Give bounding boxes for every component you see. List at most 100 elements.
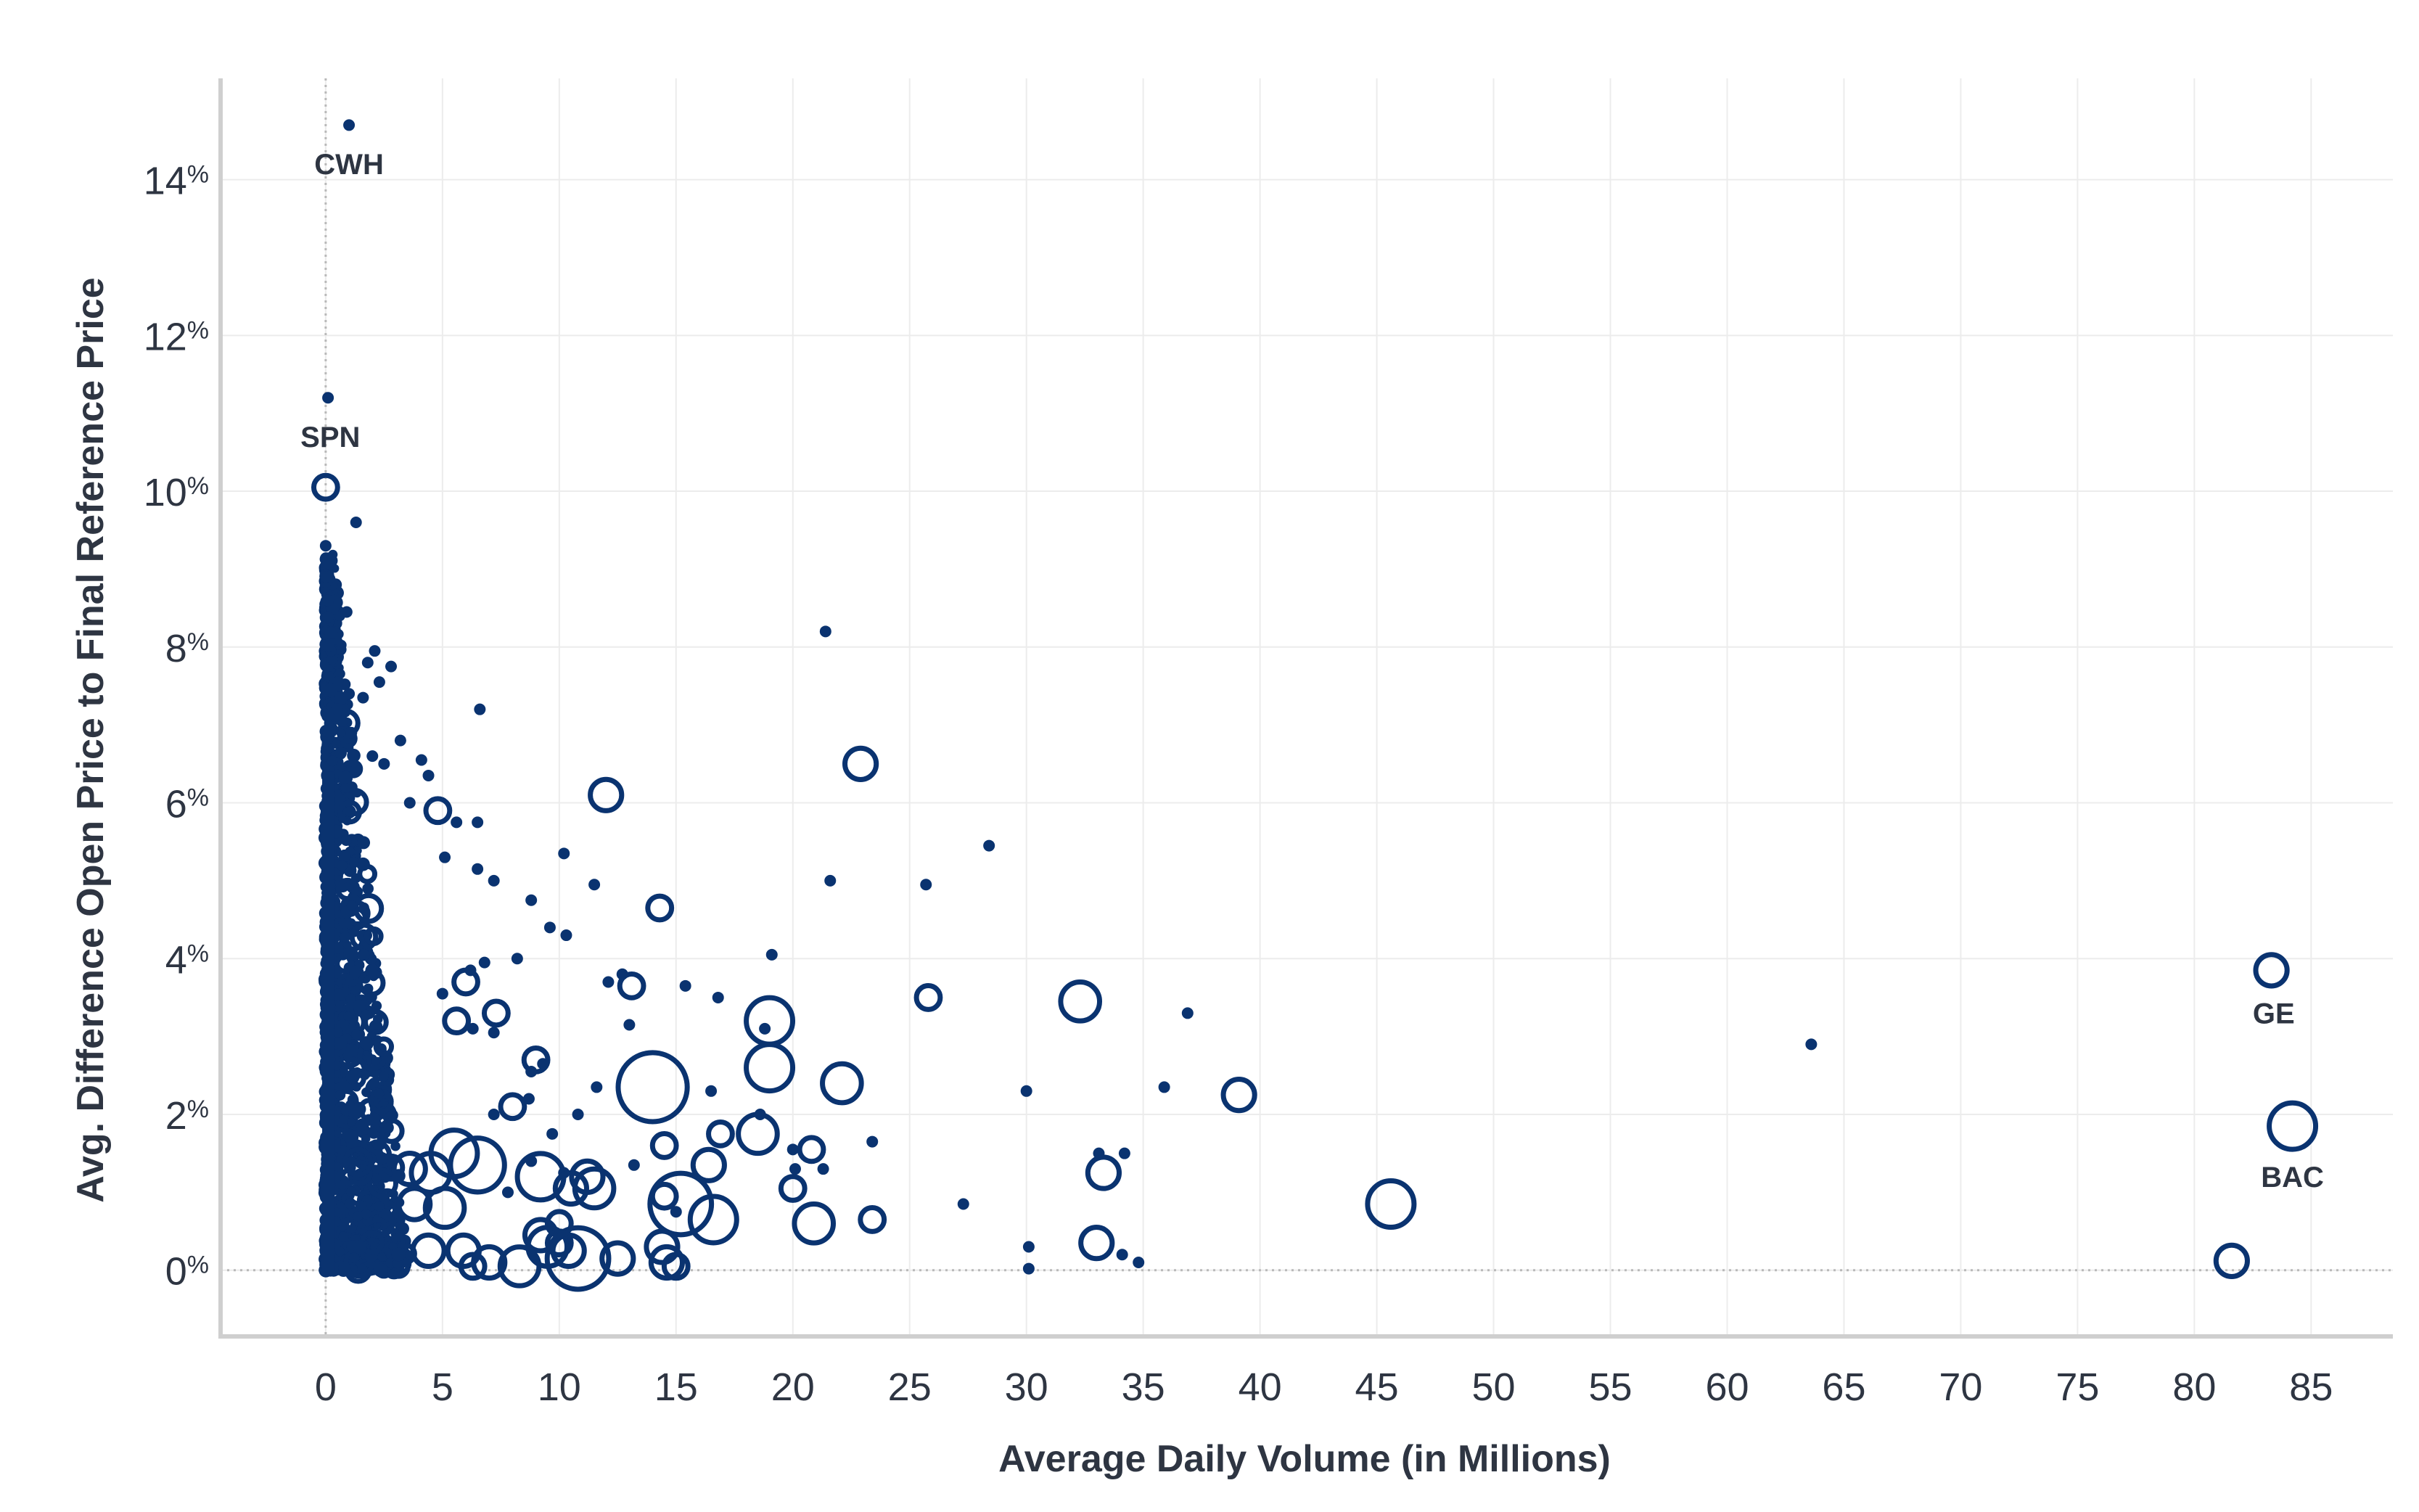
data-point (644, 1228, 681, 1265)
data-point (797, 1135, 826, 1164)
data-point (332, 1061, 342, 1071)
data-point (403, 797, 416, 809)
data-point (488, 1109, 500, 1120)
data-point (423, 796, 453, 826)
data-point (706, 1119, 735, 1149)
annotation-label: CWH (314, 149, 384, 181)
annotation-label: SPN (300, 422, 360, 453)
y-tick-label: 6% (165, 783, 209, 826)
data-point (394, 734, 406, 747)
data-point (615, 1050, 690, 1125)
data-point (472, 863, 484, 875)
data-point (415, 754, 427, 766)
data-point (334, 1090, 346, 1101)
x-tick-label: 0 (315, 1365, 337, 1409)
data-point (478, 956, 490, 969)
x-tick-label: 25 (888, 1365, 932, 1409)
data-point (396, 1186, 433, 1223)
data-point (1133, 1257, 1145, 1268)
data-point (350, 517, 362, 528)
data-point (374, 1201, 385, 1212)
data-point (357, 836, 371, 850)
data-point (369, 645, 381, 657)
data-point (311, 472, 340, 502)
data-point (537, 1058, 549, 1070)
data-point (544, 1209, 574, 1238)
x-tick-label: 55 (1588, 1365, 1632, 1409)
data-point (319, 571, 332, 583)
zero-reference-lines (221, 78, 2393, 1336)
data-point (866, 1135, 879, 1148)
data-point (337, 800, 362, 825)
data-point (778, 1174, 808, 1203)
data-point (472, 816, 484, 829)
data-point (957, 1198, 969, 1210)
data-point (661, 1252, 691, 1281)
data-point (348, 1106, 363, 1120)
y-tick-label: 10% (144, 471, 209, 514)
data-point (501, 1186, 514, 1199)
data-point (543, 921, 556, 934)
grid-lines (221, 78, 2393, 1336)
x-axis-title: Average Daily Volume (in Millions) (998, 1438, 1611, 1480)
data-point (340, 834, 352, 847)
data-point (2213, 1242, 2250, 1279)
data-point (340, 606, 353, 618)
data-point (357, 691, 369, 704)
data-point (602, 976, 615, 988)
x-tick-label: 65 (1822, 1365, 1865, 1409)
data-point (1116, 1249, 1128, 1261)
data-point (319, 540, 332, 552)
dense-column (322, 771, 334, 1270)
data-point (361, 1009, 372, 1021)
data-point (332, 739, 341, 749)
data-point (591, 1081, 603, 1093)
data-point (1118, 1147, 1130, 1159)
data-point (377, 1153, 406, 1182)
data-point (355, 1200, 367, 1212)
data-point (322, 594, 334, 607)
data-point (817, 1163, 829, 1175)
data-point (361, 657, 374, 669)
data-point (488, 1027, 500, 1039)
data-point (334, 668, 345, 679)
data-point (332, 1069, 341, 1078)
data-point (322, 392, 334, 404)
x-tick-label: 5 (432, 1365, 453, 1409)
data-point (451, 967, 480, 997)
data-point (824, 874, 837, 887)
data-point (474, 703, 486, 715)
data-point (326, 755, 338, 767)
data-point (322, 728, 332, 738)
data-point (552, 1170, 590, 1207)
data-point (1158, 1081, 1170, 1093)
data-point (690, 1146, 727, 1183)
x-tick-label: 70 (1939, 1365, 1982, 1409)
data-point (679, 979, 691, 992)
data-point (670, 1206, 682, 1218)
data-point (439, 851, 451, 863)
data-point (345, 993, 356, 1004)
data-point (321, 555, 333, 567)
data-point (623, 1019, 636, 1031)
annotations: CWH SPN GE BAC (300, 149, 2324, 1193)
data-point (525, 1155, 538, 1167)
data-point (331, 703, 343, 715)
data-point (648, 1244, 685, 1281)
data-point (353, 846, 362, 855)
data-point (525, 1065, 538, 1077)
data-point (759, 1022, 771, 1035)
data-point (350, 1068, 362, 1080)
data-point (422, 769, 435, 781)
data-point (332, 988, 345, 1002)
data-point (1022, 1241, 1035, 1253)
x-tick-label: 85 (2289, 1365, 2333, 1409)
data-point (712, 991, 724, 1003)
data-point (335, 877, 359, 902)
data-point (497, 1244, 542, 1289)
data-point (346, 900, 358, 911)
x-tick-labels: 0 5 10 15 20 25 30 35 40 45 50 55 60 65 70 75 80 85 (315, 1365, 2333, 1409)
data-point (358, 969, 386, 997)
data-point (410, 1232, 447, 1269)
